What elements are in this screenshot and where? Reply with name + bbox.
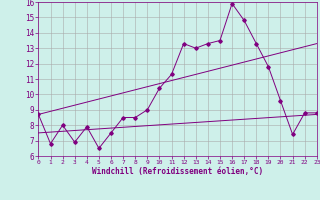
X-axis label: Windchill (Refroidissement éolien,°C): Windchill (Refroidissement éolien,°C) xyxy=(92,167,263,176)
